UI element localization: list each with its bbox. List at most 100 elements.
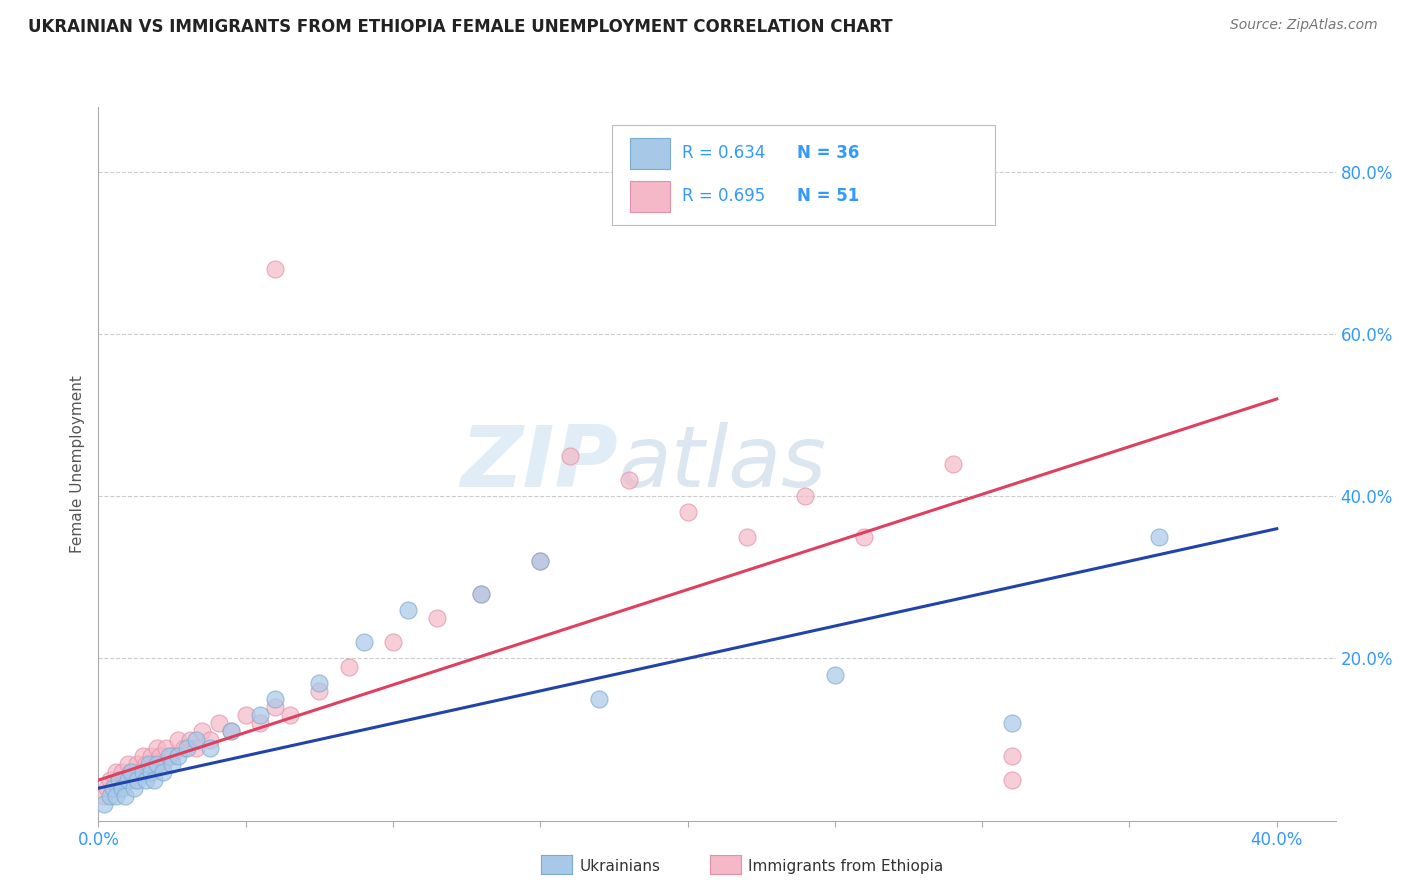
Text: Ukrainians: Ukrainians (579, 859, 661, 873)
Point (93, 797, 115, 812)
Point (131, 764, 153, 779)
Point (122, 781, 145, 796)
Point (98, 773, 121, 788)
Point (146, 740, 169, 755)
Point (173, 740, 195, 755)
Point (138, 764, 160, 779)
Point (143, 756, 166, 771)
Point (101, 781, 124, 796)
Point (114, 773, 136, 788)
Point (735, 530, 758, 544)
Text: UKRAINIAN VS IMMIGRANTS FROM ETHIOPIA FEMALE UNEMPLOYMENT CORRELATION CHART: UKRAINIAN VS IMMIGRANTS FROM ETHIOPIA FE… (28, 18, 893, 36)
Y-axis label: Female Unemployment: Female Unemployment (69, 375, 84, 553)
Point (529, 554, 551, 568)
Text: R = 0.695: R = 0.695 (682, 187, 766, 205)
Point (200, 732, 222, 747)
Point (167, 748, 190, 763)
Point (143, 773, 166, 788)
Point (558, 449, 581, 463)
Point (125, 773, 148, 788)
Point (426, 611, 449, 625)
Point (264, 262, 287, 277)
Point (125, 756, 148, 771)
Point (135, 756, 157, 771)
Point (308, 684, 330, 698)
Point (208, 716, 231, 731)
Point (138, 756, 160, 771)
Point (470, 586, 492, 600)
Point (114, 789, 136, 804)
Point (152, 764, 174, 779)
Point (111, 781, 134, 796)
Text: atlas: atlas (619, 422, 827, 506)
Point (117, 773, 139, 788)
Point (160, 748, 183, 763)
Point (1001, 748, 1024, 763)
Point (105, 764, 128, 779)
FancyBboxPatch shape (612, 125, 995, 225)
Point (93, 789, 115, 804)
Point (135, 773, 157, 788)
Point (120, 764, 142, 779)
Point (353, 635, 375, 649)
Text: ZIP: ZIP (460, 422, 619, 506)
Point (111, 764, 134, 779)
Point (146, 756, 169, 771)
Text: N = 51: N = 51 (797, 187, 859, 205)
Point (278, 708, 301, 723)
Point (824, 667, 846, 681)
Text: Source: ZipAtlas.com: Source: ZipAtlas.com (1230, 18, 1378, 32)
Point (108, 773, 131, 788)
Point (108, 773, 131, 788)
Point (141, 748, 163, 763)
Point (152, 756, 174, 771)
Point (160, 756, 183, 771)
Point (396, 603, 419, 617)
Text: N = 36: N = 36 (797, 145, 860, 162)
Point (794, 489, 817, 503)
Point (149, 748, 172, 763)
Point (588, 692, 610, 706)
Point (184, 740, 207, 755)
Point (122, 773, 145, 788)
Point (141, 764, 163, 779)
Point (219, 724, 242, 739)
Point (1001, 716, 1024, 731)
Point (1147, 530, 1170, 544)
FancyBboxPatch shape (630, 181, 671, 211)
Point (155, 740, 177, 755)
Point (249, 716, 271, 731)
Point (235, 708, 257, 723)
Point (157, 748, 180, 763)
Point (249, 708, 271, 723)
Point (96, 781, 118, 796)
FancyBboxPatch shape (630, 138, 671, 169)
Point (1001, 773, 1024, 788)
Point (676, 506, 699, 520)
Point (120, 764, 142, 779)
Text: R = 0.634: R = 0.634 (682, 145, 766, 162)
Point (105, 789, 128, 804)
Point (219, 724, 242, 739)
Point (101, 781, 124, 796)
Point (200, 740, 222, 755)
Point (942, 457, 965, 471)
Point (264, 700, 287, 714)
Point (131, 748, 153, 763)
Text: Immigrants from Ethiopia: Immigrants from Ethiopia (748, 859, 943, 873)
Point (128, 764, 150, 779)
Point (190, 724, 212, 739)
Point (337, 659, 360, 673)
Point (470, 586, 492, 600)
Point (176, 740, 198, 755)
Point (308, 675, 330, 690)
Point (382, 635, 405, 649)
Point (617, 473, 640, 487)
Point (264, 692, 287, 706)
Point (184, 732, 207, 747)
Point (167, 732, 190, 747)
Point (529, 554, 551, 568)
Point (98, 789, 121, 804)
Point (179, 732, 201, 747)
Point (117, 756, 139, 771)
